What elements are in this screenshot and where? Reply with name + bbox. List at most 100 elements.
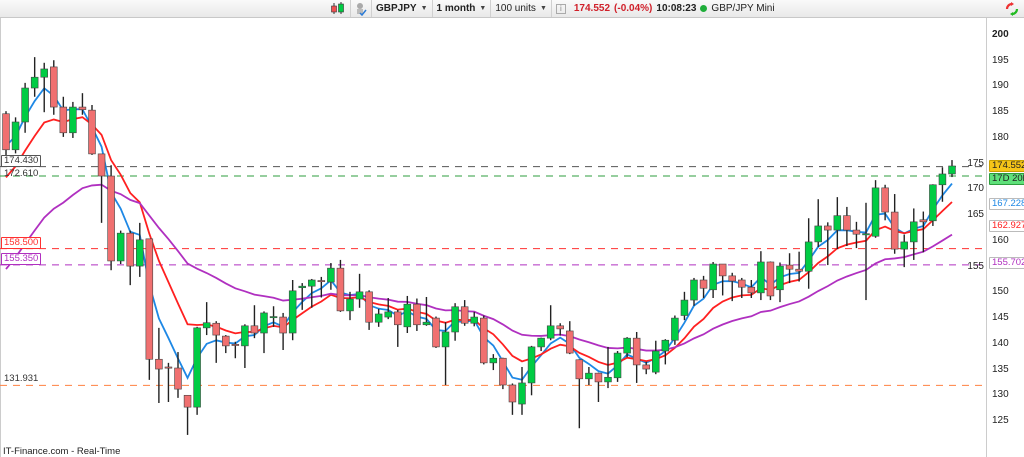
candle-down [336, 267, 345, 312]
candle-up [814, 225, 822, 243]
candle-down [97, 153, 106, 177]
candle-down [126, 232, 134, 267]
candle-down [460, 306, 469, 324]
candle-down [843, 215, 851, 231]
y-tick-label: 185 [992, 106, 1009, 118]
chart-type-button[interactable] [326, 0, 350, 17]
candle-up [709, 263, 717, 291]
candle-up [288, 290, 297, 334]
candle-up [613, 352, 622, 379]
ma-fast-line [5, 86, 953, 381]
last-price: 174.552 [573, 3, 611, 14]
candle-down [728, 275, 736, 282]
refresh-icon [1005, 1, 1019, 16]
candle-up [804, 241, 813, 272]
y-tick-label: 135 [992, 363, 1009, 375]
candle-up [948, 165, 956, 175]
axis-value-label: 155.702 [989, 257, 1024, 269]
candle-down [365, 291, 373, 323]
candle-up [269, 316, 278, 319]
candle-down [890, 211, 899, 250]
candle-up [604, 376, 612, 383]
candle-down [508, 384, 517, 403]
candle-up [30, 76, 39, 89]
level-label: 155.350 [1, 252, 42, 265]
period-dropdown[interactable]: 1 month ▼ [431, 0, 491, 17]
info-button[interactable]: i [550, 0, 570, 17]
candle-up [585, 372, 593, 380]
candle-down [499, 357, 507, 386]
status-dot-icon [700, 5, 708, 12]
y-tick-label: 155 [967, 260, 984, 272]
candle-down [164, 366, 173, 369]
candle-down [566, 330, 574, 354]
candle-down [413, 303, 421, 326]
candle-down [394, 311, 402, 326]
axis-value-label: 174.552 [989, 159, 1024, 172]
instrument-name: GBP/JPY Mini [711, 3, 775, 14]
candle-down [231, 344, 240, 346]
candle-up [136, 239, 144, 267]
candle-up [202, 322, 211, 329]
y-tick-label: 170 [967, 183, 984, 195]
candle-up [298, 285, 306, 289]
candle-up [833, 215, 842, 231]
candle-down [59, 106, 68, 134]
candle-up [21, 87, 29, 123]
candle-down [2, 113, 10, 151]
symbol-dropdown[interactable]: GBPJPY ▼ [371, 0, 432, 17]
candle-down [432, 317, 440, 348]
candle-up [489, 357, 498, 364]
candle-down [594, 372, 603, 383]
candle-up [11, 121, 20, 151]
candle-down [250, 325, 259, 334]
candle-down [145, 238, 154, 360]
candle-down [718, 263, 727, 277]
candle-down [212, 322, 220, 336]
y-tick-label: 175 [967, 157, 984, 169]
candle-up [537, 337, 545, 348]
symbol-label: GBPJPY [376, 3, 417, 14]
candle-down [766, 261, 775, 297]
axis-value-label: 17D 20h [989, 172, 1024, 185]
candle-down [183, 394, 192, 408]
price-axis [986, 18, 1024, 457]
y-tick-label: 125 [992, 415, 1009, 427]
candle-down [632, 337, 641, 366]
candle-down [480, 317, 488, 364]
chevron-down-icon: ▼ [479, 5, 487, 12]
candle-down [88, 109, 96, 155]
candle-up [776, 265, 784, 291]
y-tick-label: 200 [992, 29, 1009, 40]
y-tick-label: 190 [992, 80, 1009, 92]
info-icon: i [555, 3, 566, 14]
candle-up [346, 298, 354, 312]
candle-up [241, 325, 249, 347]
candle-up [518, 382, 526, 405]
units-dropdown[interactable]: 100 units ▼ [490, 0, 551, 17]
candle-up [652, 350, 660, 373]
level-label: 174.430 [1, 154, 42, 167]
candle-down [642, 364, 650, 370]
refresh-button[interactable] [1001, 0, 1023, 17]
candle-up [470, 316, 478, 324]
y-tick-label: 165 [967, 209, 984, 221]
candle-down [785, 264, 794, 270]
candle-down [824, 225, 832, 231]
candle-down [107, 175, 115, 262]
axis-value-label: 167.228 [989, 197, 1024, 210]
candle-up [871, 187, 880, 237]
candle-up [623, 337, 631, 354]
level-label: 131.931 [4, 373, 39, 385]
candle-down [747, 286, 756, 294]
candle-down [222, 335, 230, 347]
indicators-button[interactable] [350, 0, 371, 17]
y-tick-label: 160 [992, 234, 1009, 246]
candle-up [527, 346, 536, 384]
level-label: 158.500 [1, 236, 42, 249]
y-tick-label: 145 [992, 312, 1009, 324]
candle-up [308, 279, 316, 287]
candle-down [155, 358, 163, 370]
level-label: 172.610 [4, 167, 39, 179]
